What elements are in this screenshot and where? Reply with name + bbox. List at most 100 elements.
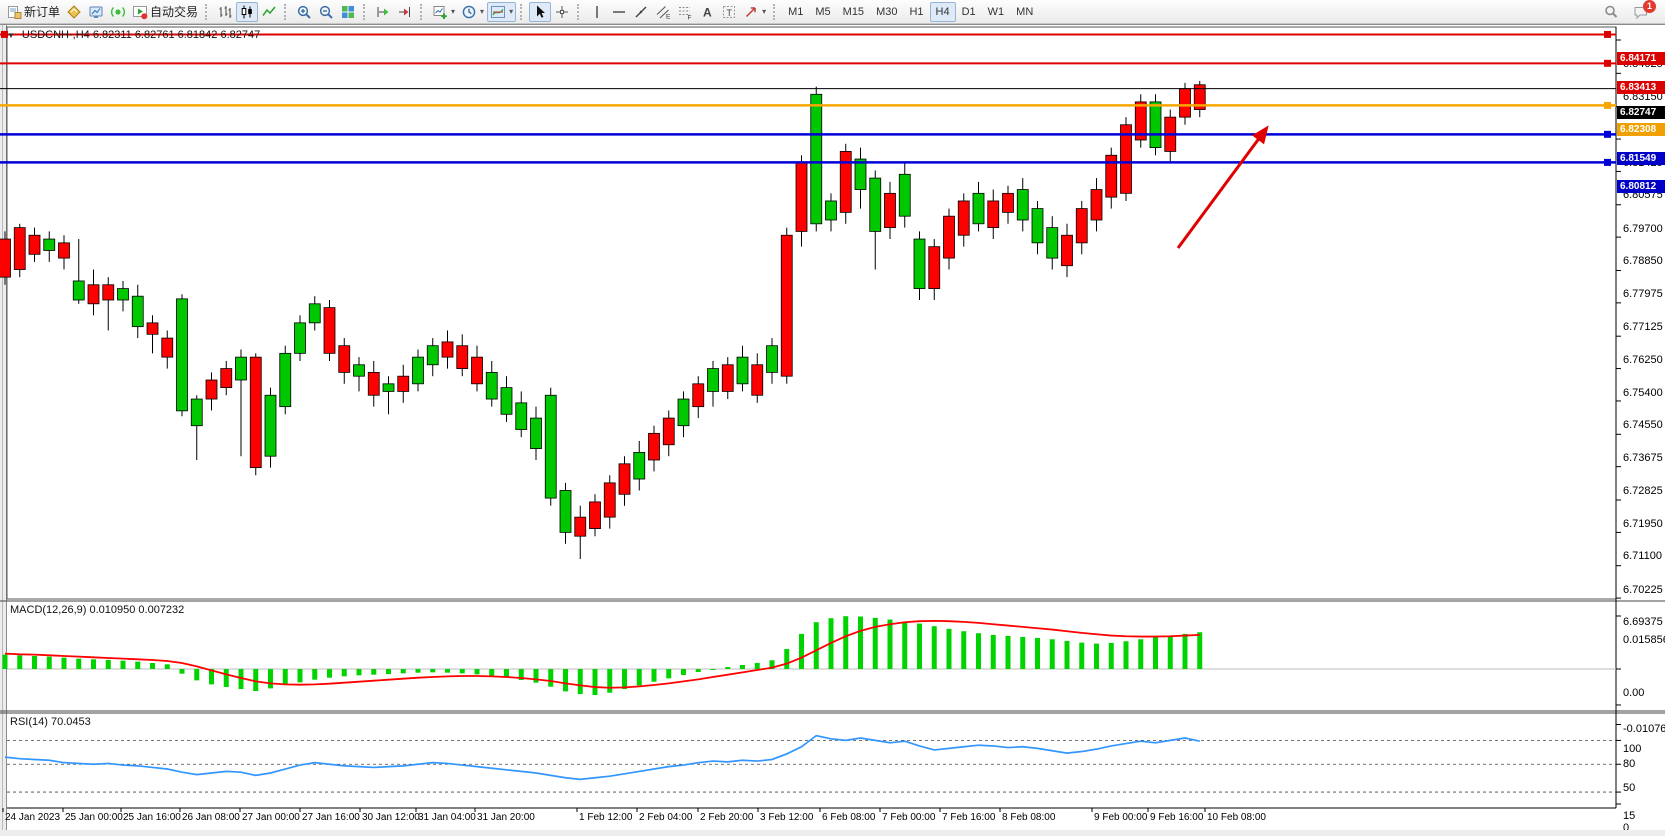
axis-tick-label: 6.76250 [1623, 354, 1663, 367]
toolbar-separator [284, 3, 289, 20]
vertical-line-button[interactable] [586, 2, 608, 22]
line-chart-button[interactable] [258, 2, 280, 22]
text-label-button[interactable]: T [718, 2, 740, 22]
autotrading-button[interactable]: 自动交易 [129, 2, 201, 22]
gold-icon [66, 4, 82, 20]
horizontal-line[interactable] [0, 59, 1616, 67]
svg-text:A: A [703, 5, 712, 19]
candlestick-chart-button[interactable] [236, 1, 259, 22]
chevron-down-icon: ▾ [480, 7, 485, 16]
timeframe-button-H1[interactable]: H1 [903, 2, 929, 22]
terminal-button[interactable] [85, 2, 107, 22]
zoom-out-button[interactable] [315, 2, 337, 22]
crosshair-button[interactable] [551, 2, 573, 22]
template-button[interactable]: ▾ [487, 1, 517, 22]
time-axis-label: 25 Jan 16:00 [123, 812, 181, 823]
horizontal-line-button[interactable] [608, 2, 630, 22]
trend-arrow-annotation[interactable] [1176, 125, 1269, 249]
order-icon [6, 4, 22, 20]
time-axis-label: 2 Feb 04:00 [639, 812, 693, 823]
axis-tick-label: 6.77125 [1623, 320, 1663, 333]
macd-label: MACD(12,26,9) 0.010950 0.007232 [10, 604, 185, 616]
timeframe-button-H4[interactable]: H4 [929, 1, 956, 22]
crosshair-icon [554, 4, 570, 20]
time-axis-label: 1 Feb 12:00 [579, 812, 633, 823]
auto-scroll-button[interactable] [372, 2, 394, 22]
timeframe-button-M30[interactable]: M30 [870, 2, 903, 22]
price-tag: 6.81549 [1617, 151, 1665, 165]
horizontal-line[interactable] [0, 130, 1616, 138]
toolbar-button-label: 自动交易 [150, 5, 199, 19]
rsi-label: RSI(14) 70.0453 [10, 716, 91, 728]
autotrade-icon [132, 4, 148, 20]
timeframe-button-MN[interactable]: MN [1010, 2, 1039, 22]
time-axis-label: 31 Jan 20:00 [477, 812, 535, 823]
time-axis-label: 9 Feb 16:00 [1150, 812, 1204, 823]
channel-button[interactable]: E [652, 2, 674, 22]
signals-button[interactable] [107, 2, 129, 22]
tline-icon [633, 4, 649, 20]
shapes-icon [743, 4, 759, 20]
time-axis-label: 27 Jan 00:00 [242, 812, 300, 823]
new-chart-button[interactable]: ▾ [429, 2, 458, 22]
trendline-button[interactable] [630, 2, 652, 22]
text-button[interactable]: A [696, 2, 718, 22]
clock-icon [461, 4, 477, 20]
depth-of-market-button[interactable] [63, 2, 85, 22]
cursor-button[interactable] [529, 1, 552, 22]
window-bottom-strip [0, 830, 1665, 836]
tile-windows-button[interactable] [337, 2, 359, 22]
new-order-button[interactable]: 新订单 [3, 2, 63, 22]
timeframe-button-M5[interactable]: M5 [809, 2, 836, 22]
arrows-button[interactable]: ▾ [740, 2, 769, 22]
horizontal-line[interactable] [0, 158, 1616, 166]
horizontal-line[interactable] [0, 101, 1616, 109]
chart-shift-button[interactable] [394, 2, 416, 22]
line-handle[interactable] [1, 30, 8, 38]
time-axis-label: 25 Jan 00:00 [65, 812, 123, 823]
rsi-pane [4, 734, 1616, 793]
horizontal-line[interactable] [0, 30, 1616, 38]
svg-text:E: E [666, 13, 671, 20]
chevron-down-icon: ▾ [451, 7, 456, 16]
timeframe-button-M15[interactable]: M15 [837, 2, 870, 22]
bar-chart-button[interactable] [214, 2, 236, 22]
fibonacci-button[interactable]: F [674, 2, 696, 22]
timeframe-button-M1[interactable]: M1 [782, 2, 809, 22]
notifications-button[interactable]: 1 [1630, 0, 1656, 22]
time-axis-label: 2 Feb 20:00 [700, 812, 754, 823]
one-click-trading-toggle[interactable]: ▼ [7, 30, 15, 40]
chart-window: ▼ USDCNH-,H4 6.82311 6.82761 6.81842 6.8… [0, 24, 1665, 836]
hline-icon [611, 4, 627, 20]
chart-title-text: USDCNH-,H4 6.82311 6.82761 6.81842 6.827… [21, 29, 261, 41]
pane-frames [0, 26, 1665, 809]
axis-tick-label: 6.83150 [1623, 91, 1663, 104]
timeframe-button-D1[interactable]: D1 [956, 2, 982, 22]
zoom-in-button[interactable] [293, 2, 315, 22]
time-axis-label: 7 Feb 00:00 [882, 812, 936, 823]
tiles-icon [340, 4, 356, 20]
chart-canvas[interactable] [0, 25, 1665, 836]
axis-tick-label: 0.00 [1623, 687, 1645, 699]
signal-icon [110, 4, 126, 20]
axis-tick-label: 15 [1623, 810, 1636, 823]
chevron-down-icon: ▾ [509, 7, 514, 16]
zoomin-icon [296, 4, 312, 20]
toolbar-button-label: 新订单 [24, 5, 61, 19]
axis-tick-label: 6.73675 [1623, 452, 1663, 465]
textT-icon: T [721, 4, 737, 20]
toolbar-separator [205, 3, 210, 20]
time-axis-label: 26 Jan 08:00 [182, 812, 240, 823]
search-button[interactable] [1600, 2, 1622, 22]
time-axis-label: 27 Jan 16:00 [302, 812, 360, 823]
price-tag: 6.82308 [1617, 122, 1665, 136]
newchart-icon [432, 4, 448, 20]
candles-icon [239, 4, 255, 20]
time-axis-label: 24 Jan 2023 [5, 812, 61, 823]
search-icon [1603, 4, 1619, 20]
time-axis-label: 10 Feb 08:00 [1207, 812, 1266, 823]
period-button[interactable]: ▾ [458, 2, 487, 22]
timeframe-button-W1[interactable]: W1 [982, 2, 1011, 22]
time-axis-label: 31 Jan 04:00 [418, 812, 476, 823]
